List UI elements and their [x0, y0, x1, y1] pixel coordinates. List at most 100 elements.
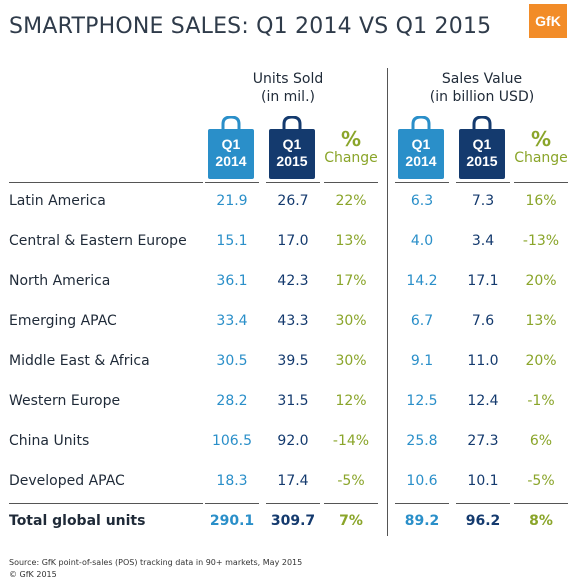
shopping-bag-icon — [398, 116, 444, 179]
row-region: North America — [9, 273, 111, 289]
cell-units-2015: 31.5 — [277, 393, 309, 409]
cell-value-change: -1% — [527, 393, 555, 409]
cell-value-2015: 7.6 — [471, 313, 495, 329]
header-rule — [456, 182, 510, 183]
header-q1: Q1 — [411, 136, 431, 152]
cell-value-2015: 96.2 — [465, 513, 501, 529]
sales-value-unit: (in billion USD) — [429, 89, 535, 105]
cell-value-2014: 10.6 — [406, 473, 438, 489]
cell-units-2014: 106.5 — [211, 433, 253, 449]
cell-value-2015: 7.3 — [471, 193, 495, 209]
total-rule — [205, 503, 259, 504]
row-region: Latin America — [9, 193, 106, 209]
cell-units-2015: 42.3 — [277, 273, 309, 289]
header-rule — [266, 182, 320, 183]
table-row: Central & Eastern Europe 15.1 17.0 13% 4.0 3.… — [0, 222, 573, 262]
cell-units-change: 7% — [339, 513, 363, 529]
cell-value-change: 20% — [525, 353, 557, 369]
header-year: 2014 — [215, 153, 247, 169]
cell-units-2014: 18.3 — [216, 473, 248, 489]
cell-units-change: -5% — [337, 473, 365, 489]
cell-value-2014: 9.1 — [410, 353, 434, 369]
gfk-logo: GfK — [529, 4, 567, 38]
cell-units-change: 12% — [335, 393, 367, 409]
q1-2014-units-header: Q1 2014 — [207, 116, 255, 180]
cell-value-change: 16% — [525, 193, 557, 209]
header-q1: Q1 — [472, 136, 492, 152]
row-region: Western Europe — [9, 393, 121, 409]
cell-value-2015: 12.4 — [467, 393, 499, 409]
q1-2015-value-header: Q1 2015 — [458, 116, 506, 180]
row-region: Developed APAC — [9, 473, 125, 489]
units-change-header: % Change — [321, 127, 381, 168]
cell-units-change: -14% — [332, 433, 370, 449]
header-rule — [324, 182, 378, 183]
cell-value-2014: 6.3 — [410, 193, 434, 209]
source-note: Source: GfK point-of-sales (POS) trackin… — [9, 557, 302, 581]
cell-units-2014: 15.1 — [216, 233, 248, 249]
group-divider — [387, 68, 388, 536]
source-text: Source: GfK point-of-sales (POS) trackin… — [9, 558, 303, 567]
cell-units-change: 17% — [335, 273, 367, 289]
cell-units-2014: 36.1 — [216, 273, 248, 289]
cell-units-2014: 30.5 — [216, 353, 248, 369]
table-row: North America 36.1 42.3 17% 14.2 17.1 20% — [0, 262, 573, 302]
value-change-header: % Change — [511, 127, 571, 168]
row-region: Emerging APAC — [9, 313, 117, 329]
sales-value-header: Sales Value (in billion USD) — [407, 70, 557, 106]
cell-units-2015: 17.4 — [277, 473, 309, 489]
table-row: Latin America 21.9 26.7 22% 6.3 7.3 16% — [0, 182, 573, 222]
q1-2015-units-header: Q1 2015 — [268, 116, 316, 180]
table-row: China Units 106.5 92.0 -14% 25.8 27.3 6% — [0, 422, 573, 462]
units-sold-label: Units Sold — [252, 71, 324, 87]
cell-units-change: 22% — [335, 193, 367, 209]
total-rule — [324, 503, 378, 504]
header-rule — [395, 182, 449, 183]
cell-value-2015: 17.1 — [467, 273, 499, 289]
change-label: Change — [324, 150, 378, 166]
cell-units-2015: 17.0 — [277, 233, 309, 249]
cell-value-change: 13% — [525, 313, 557, 329]
shopping-bag-icon — [269, 116, 315, 179]
units-sold-unit: (in mil.) — [260, 89, 315, 105]
header-year: 2014 — [405, 153, 437, 169]
cell-value-change: 6% — [529, 433, 553, 449]
cell-units-change: 30% — [335, 313, 367, 329]
shopping-bag-icon — [459, 116, 505, 179]
units-sold-header: Units Sold (in mil.) — [213, 70, 363, 106]
cell-value-2014: 14.2 — [406, 273, 438, 289]
header-rule — [205, 182, 259, 183]
shopping-bag-icon — [208, 116, 254, 179]
total-rule — [9, 503, 203, 504]
cell-units-2015: 43.3 — [277, 313, 309, 329]
copyright-text: © GfK 2015 — [9, 570, 57, 579]
cell-value-change: 20% — [525, 273, 557, 289]
percent-symbol: % — [340, 127, 362, 151]
total-rule — [395, 503, 449, 504]
total-row: Total global units 290.1 309.7 7% 89.2 9… — [0, 502, 573, 542]
cell-units-2015: 92.0 — [277, 433, 309, 449]
row-region: Central & Eastern Europe — [9, 233, 187, 249]
table-row: Western Europe 28.2 31.5 12% 12.5 12.4 -1% — [0, 382, 573, 422]
total-rule — [514, 503, 568, 504]
percent-symbol: % — [530, 127, 552, 151]
header-year: 2015 — [276, 153, 308, 169]
cell-value-change: -5% — [527, 473, 555, 489]
cell-value-2014: 6.7 — [410, 313, 434, 329]
cell-units-2014: 33.4 — [216, 313, 248, 329]
cell-units-2014: 28.2 — [216, 393, 248, 409]
cell-value-2014: 89.2 — [404, 513, 440, 529]
table-row: Emerging APAC 33.4 43.3 30% 6.7 7.6 13% — [0, 302, 573, 342]
row-region: China Units — [9, 433, 90, 449]
cell-units-2015: 39.5 — [277, 353, 309, 369]
cell-units-change: 13% — [335, 233, 367, 249]
table-row: Developed APAC 18.3 17.4 -5% 10.6 10.1 -5% — [0, 462, 573, 502]
cell-units-2014: 290.1 — [209, 513, 255, 529]
page-title: SMARTPHONE SALES: Q1 2014 VS Q1 2015 — [9, 14, 492, 39]
cell-value-change: 8% — [529, 513, 553, 529]
cell-value-2015: 10.1 — [467, 473, 499, 489]
row-region: Total global units — [9, 513, 146, 529]
q1-2014-value-header: Q1 2014 — [397, 116, 445, 180]
total-rule — [266, 503, 320, 504]
table-row: Middle East & Africa 30.5 39.5 30% 9.1 11.0 20… — [0, 342, 573, 382]
